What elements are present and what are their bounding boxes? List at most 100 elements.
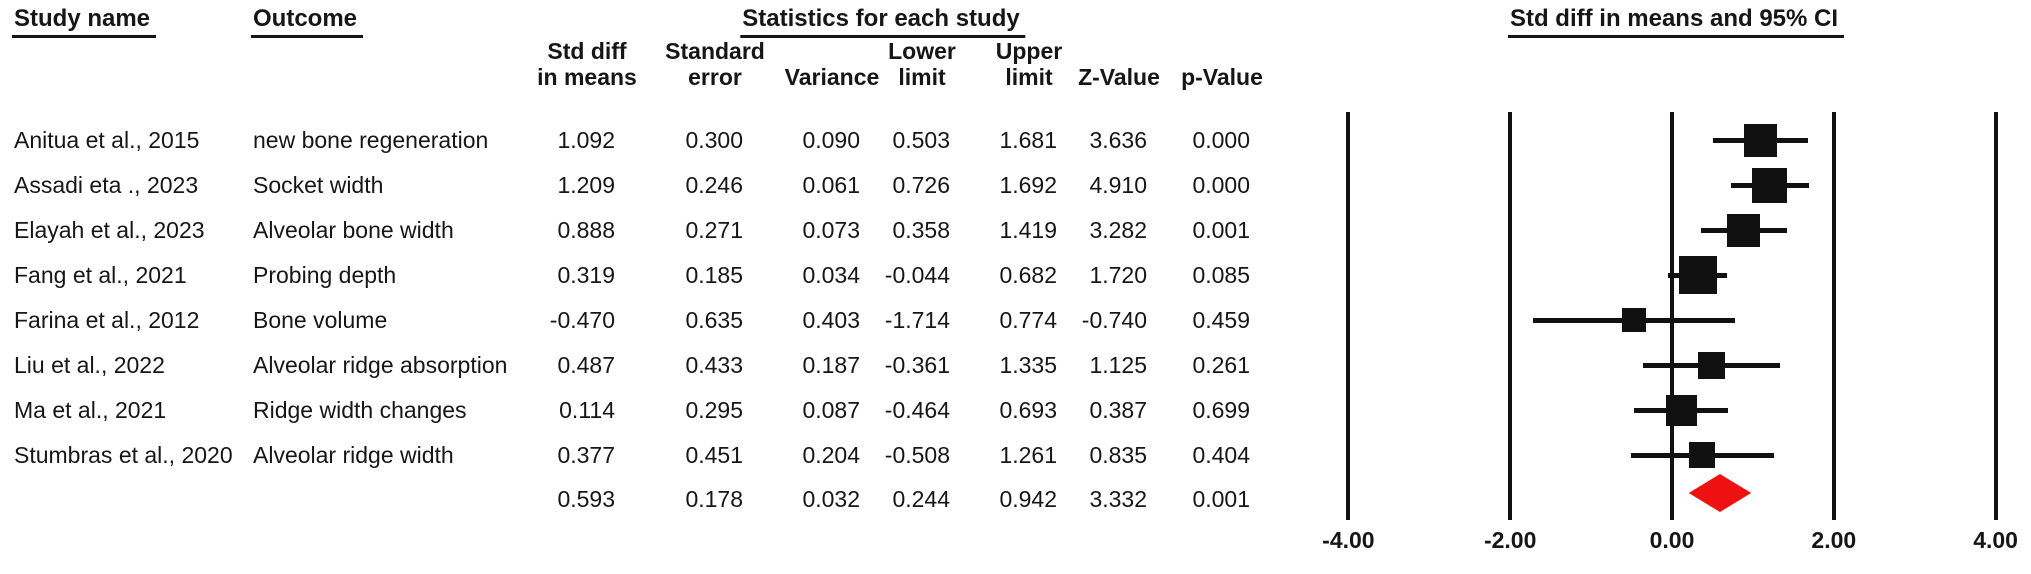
stat-cell-upper: 1.335 [999,352,1057,378]
stat-col-header-line2: limit [898,64,946,90]
axis-gridline [1831,112,1836,520]
stat-col-header-line1: Standard [665,38,765,64]
stat-cell-variance: 0.204 [802,442,860,468]
outcome-cell: new bone regeneration [253,127,489,153]
effect-size-square [1727,213,1761,247]
stat-cell-upper: 0.682 [999,262,1057,288]
outcome-cell: Probing depth [253,262,397,288]
stat-col-header: Lower limit [837,38,1007,90]
stat-col-header: Z-Value [1034,38,1204,90]
stat-col-header-line1 [1137,38,1307,64]
outcome-cell: Alveolar ridge absorption [253,352,508,378]
stat-col-header: Upper limit [944,38,1114,90]
stat-cell-std_err: 0.246 [685,172,743,198]
study-name-cell: Farina et al., 2012 [14,307,200,333]
stat-col-header: Std diff in means [502,38,672,90]
axis-gridline [1508,112,1513,520]
stat-cell-lower: 0.358 [892,217,950,243]
outcome-cell: Ridge width changes [253,397,467,423]
stat-col-header-line1: Upper [995,38,1063,64]
stat-cell-lower: 0.726 [892,172,950,198]
stat-cell-upper: 0.693 [999,397,1057,423]
stat-cell-z: 3.332 [1089,486,1147,512]
stat-cell-lower: 0.244 [892,486,950,512]
stat-cell-p: 0.000 [1192,172,1250,198]
stat-col-header: Variance [747,38,917,90]
effect-size-square [1743,123,1777,157]
stat-cell-p: 0.261 [1192,352,1250,378]
stat-cell-std_diff: 0.114 [559,397,615,423]
stat-col-header-line2: error [688,64,742,90]
stat-cell-p: 0.699 [1192,397,1250,423]
stat-col-header-line1: Std diff [547,38,627,64]
stat-cell-std_diff: 0.319 [557,262,615,288]
stat-cell-variance: 0.032 [802,486,860,512]
stat-cell-p: 0.404 [1192,442,1250,468]
stat-cell-upper: 1.419 [999,217,1057,243]
stat-cell-std_err: 0.300 [685,127,743,153]
effect-size-square [1678,256,1717,294]
outcome-cell: Alveolar bone width [253,217,454,243]
stat-cell-lower: -0.044 [884,262,950,288]
stat-cell-z: 3.282 [1089,217,1147,243]
effect-size-square [1697,351,1725,379]
axis-tick-label: 2.00 [1811,527,1857,553]
stat-cell-std_err: 0.295 [685,397,743,423]
stat-col-header-line2: Variance [784,64,880,90]
effect-size-square [1621,308,1646,332]
axis-tick-label: -2.00 [1483,527,1537,553]
stat-cell-variance: 0.034 [802,262,860,288]
stat-cell-lower: -0.361 [884,352,950,378]
stat-cell-std_err: 0.451 [685,442,743,468]
stat-cell-p: 0.085 [1192,262,1250,288]
study-name-cell: Elayah et al., 2023 [14,217,205,243]
study-name-cell: Fang et al., 2021 [14,262,187,288]
ci-section-title: Std diff in means and 95% CI [1507,6,1845,38]
effect-size-square [1665,394,1697,426]
stat-cell-std_err: 0.635 [685,307,743,333]
stat-col-header-line1: Lower [888,38,956,64]
stat-cell-upper: 1.692 [999,172,1057,198]
stat-cell-variance: 0.073 [802,217,860,243]
stat-col-header: Standard error [630,38,800,90]
stat-col-header-line2: limit [1005,64,1053,90]
stat-cell-std_diff: 1.092 [557,127,615,153]
stat-cell-variance: 0.061 [802,172,860,198]
study-name-cell: Ma et al., 2021 [14,397,167,423]
stat-cell-p: 0.001 [1192,486,1250,512]
outcome-cell: Socket width [253,172,384,198]
stat-cell-std_err: 0.271 [685,217,743,243]
stat-cell-lower: -0.464 [884,397,950,423]
outcome-cell: Bone volume [253,307,388,333]
axis-gridline [1346,112,1351,520]
stat-col-header-line2: in means [537,64,637,90]
study-name-cell: Anitua et al., 2015 [14,127,200,153]
study-name-column-title: Study name [12,6,157,38]
stat-col-header-line2: Z-Value [1078,64,1160,90]
axis-tick-label: 4.00 [1973,527,2018,553]
stat-cell-z: 0.835 [1089,442,1147,468]
study-name-cell: Stumbras et al., 2020 [14,442,233,468]
stat-cell-std_diff: 1.209 [557,172,615,198]
stat-cell-std_diff: 0.377 [557,442,615,468]
stat-cell-lower: -0.508 [884,442,950,468]
axis-gridline [1993,112,1998,520]
study-name-cell: Liu et al., 2022 [14,352,165,378]
stat-cell-z: 3.636 [1089,127,1147,153]
effect-size-square [1752,167,1788,203]
outcome-column-title: Outcome [251,6,364,38]
stat-cell-variance: 0.403 [802,307,860,333]
stat-cell-std_err: 0.178 [685,486,743,512]
stat-cell-lower: 0.503 [892,127,950,153]
study-name-cell: Assadi eta ., 2023 [14,172,199,198]
axis-tick-label: 0.00 [1649,527,1695,553]
stat-cell-upper: 0.942 [999,486,1057,512]
stat-cell-z: 4.910 [1089,172,1147,198]
stat-cell-std_err: 0.433 [685,352,743,378]
stat-cell-z: -0.740 [1081,307,1147,333]
stat-cell-upper: 1.681 [999,127,1057,153]
stat-cell-std_err: 0.185 [685,262,743,288]
stat-cell-p: 0.000 [1192,127,1250,153]
stat-col-header-line2: p-Value [1181,64,1263,90]
